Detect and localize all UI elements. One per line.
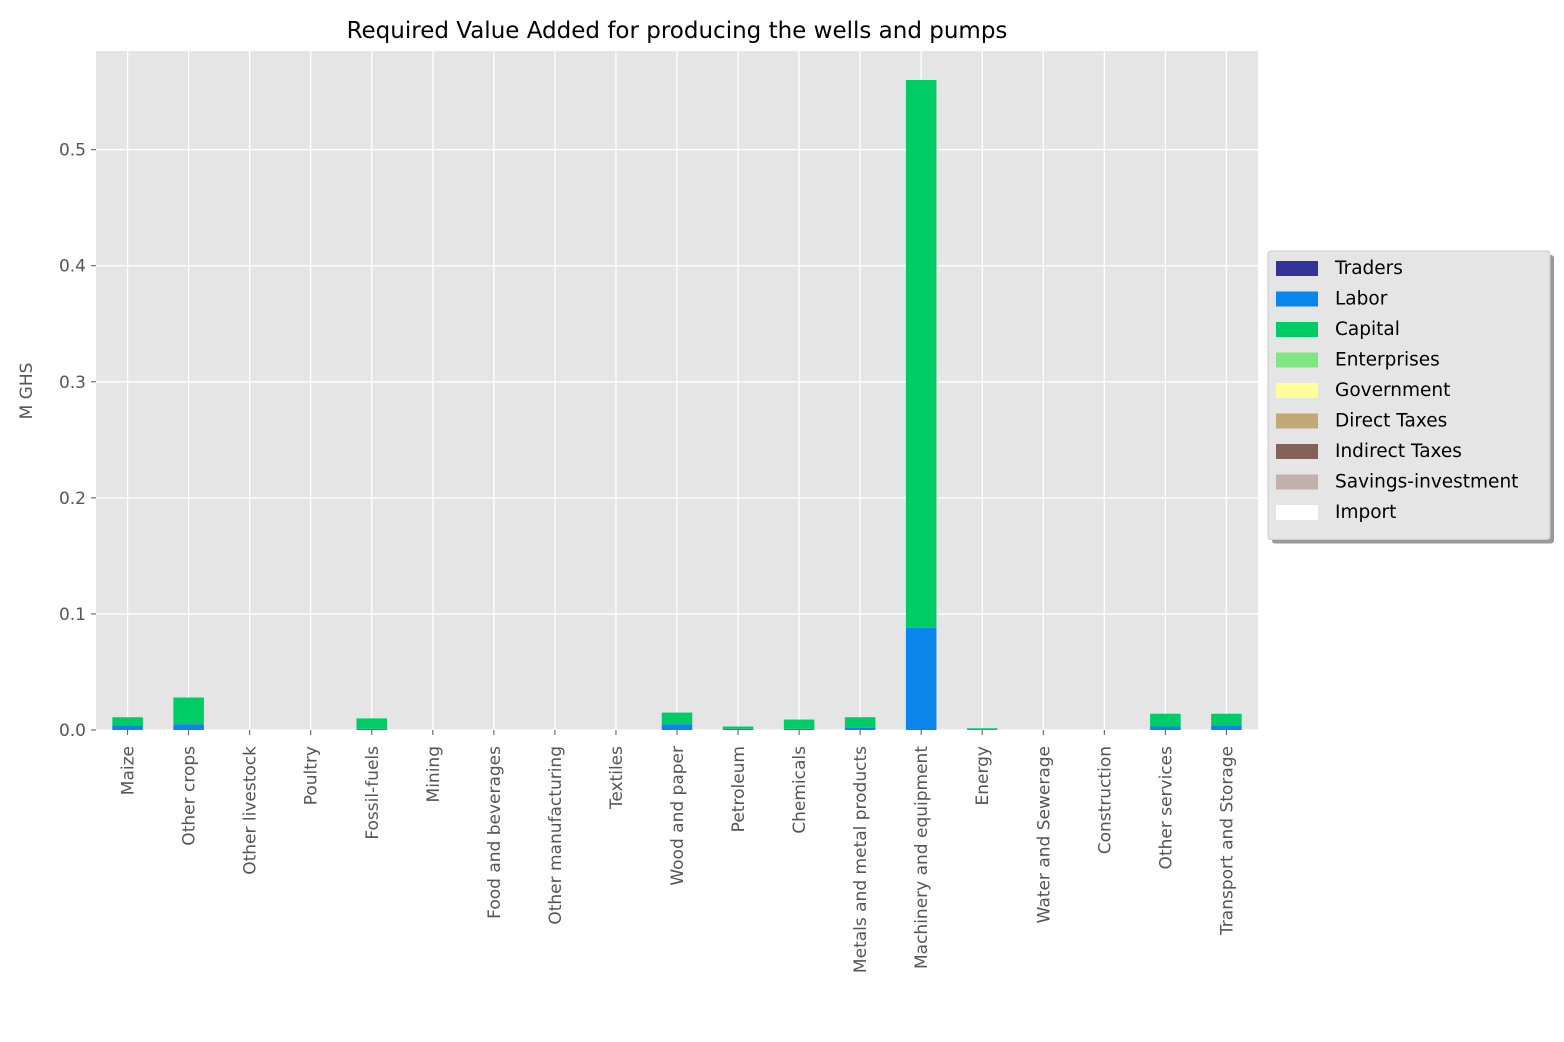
x-tick-label: Mining [424,746,444,802]
x-tick-label: Transport and Storage [1217,746,1237,936]
legend-swatch [1276,383,1318,398]
legend-swatch [1276,413,1318,429]
bar-segment-capital [661,712,693,725]
bar-segment-labor [783,728,815,730]
y-tick-label: 0.5 [59,141,86,161]
x-tick-label: Machinery and equipment [912,746,932,969]
x-tick-label: Textiles [607,746,627,810]
legend-swatch [1276,322,1318,337]
bar-segment-labor [112,725,143,730]
y-tick-label: 0.4 [59,257,86,277]
chart-title: Required Value Added for producing the w… [347,18,1008,44]
y-tick-label: 0.2 [59,489,86,509]
x-tick-label: Petroleum [729,746,749,832]
bar-segment-labor [1211,725,1242,730]
x-tick-label: Maize [119,746,139,795]
bar-segment-capital [722,726,754,729]
legend-label: Capital [1335,319,1400,340]
y-tick-label: 0.0 [59,721,86,741]
bar-segment-capital [905,80,937,628]
x-ticks: Maize Other crops Other livestock Poultry Fo… [119,730,1237,973]
x-tick-label: Other crops [180,746,200,846]
legend-swatch [1276,474,1318,490]
legend-label: Indirect Taxes [1335,441,1462,462]
x-tick-label: Construction [1095,746,1115,854]
y-ticks: 0.0 0.1 0.2 0.3 0.4 0.5 [59,141,96,741]
x-tick-label: Chemicals [790,746,810,834]
legend: Traders Labor Capital Enterprises Government… [1267,250,1554,544]
x-tick-label: Water and Sewerage [1034,746,1054,923]
legend-label: Savings-investment [1335,472,1518,493]
bars-layer [112,80,1242,730]
bar-segment-capital [356,718,388,729]
legend-label: Enterprises [1335,350,1440,371]
legend-swatch [1276,505,1318,520]
legend-label: Traders [1334,258,1403,279]
legend-box [1267,250,1551,540]
bar-segment-labor [356,728,388,730]
legend-label: Import [1335,502,1396,523]
x-tick-label: Other services [1156,746,1176,870]
bar-segment-capital [173,697,204,725]
x-tick-label: Wood and paper [668,746,688,886]
x-tick-label: Other manufacturing [546,746,566,925]
y-tick-label: 0.3 [59,373,86,393]
bar-segment-capital [1211,713,1242,726]
x-tick-label: Food and beverages [485,746,505,919]
x-tick-label: Fossil-fuels [363,746,383,840]
legend-swatch [1276,261,1318,276]
bar-segment-capital [1150,713,1181,727]
legend-label: Direct Taxes [1335,411,1447,432]
bar-segment-capital [783,719,815,729]
bar-segment-labor [173,724,204,730]
bar-segment-capital [112,717,143,726]
legend-label: Labor [1335,289,1388,310]
bar-segment-labor [722,728,754,730]
bar-segment-labor [1150,726,1181,730]
y-tick-label: 0.1 [59,605,86,625]
y-axis-label: M GHS [17,363,37,420]
legend-label: Government [1335,380,1450,401]
bar-segment-labor [966,729,998,730]
bar-segment-labor [844,727,876,730]
bar-segment-labor [905,627,937,730]
legend-swatch [1276,291,1318,307]
x-tick-label: Poultry [302,746,322,805]
bar-segment-capital [844,717,876,728]
legend-swatch [1276,352,1318,368]
x-tick-label: Energy [973,746,993,806]
legend-swatch [1276,444,1318,459]
x-tick-label: Other livestock [241,746,261,875]
x-tick-label: Metals and metal products [851,746,871,973]
bar-segment-capital [966,728,998,730]
bar-segment-labor [661,724,693,730]
